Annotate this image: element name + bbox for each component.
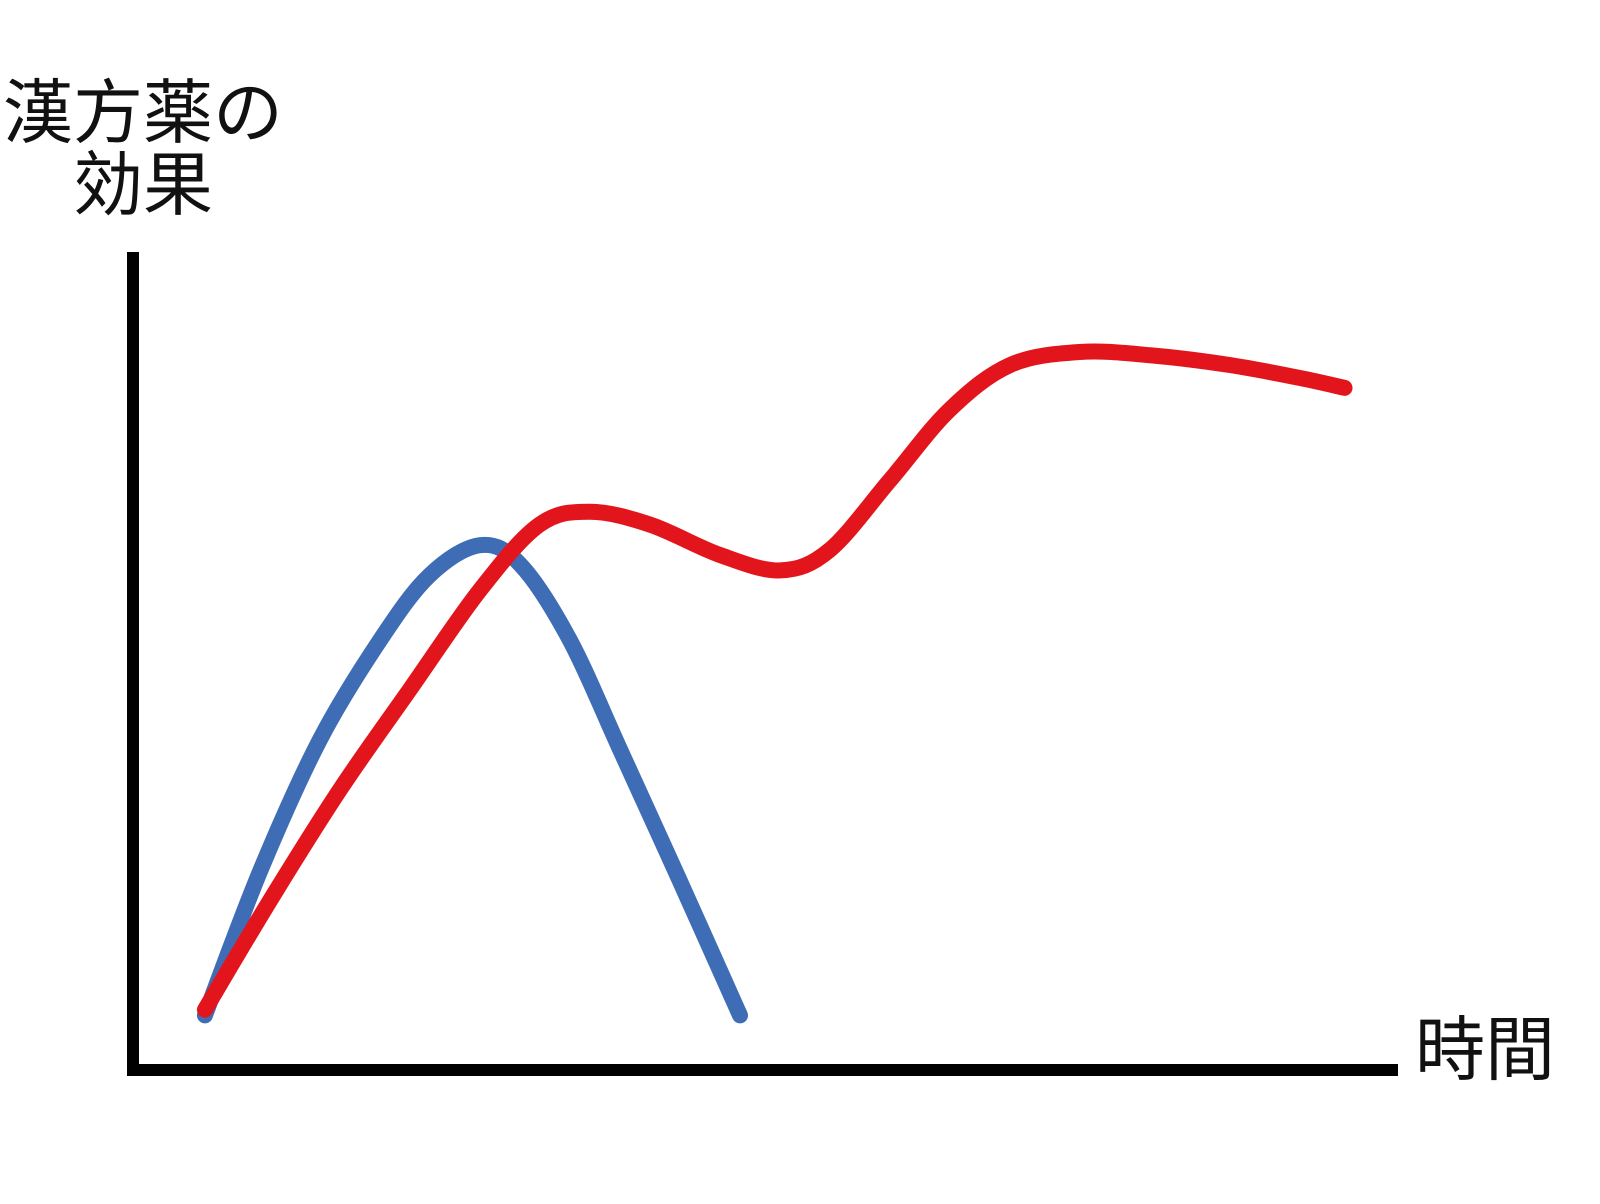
y-axis-label: 効果 [73, 144, 213, 226]
x-axis-label: 時間 [1415, 1009, 1555, 1091]
line-series [196, 343, 1353, 1018]
line-series [196, 536, 749, 1024]
y-axis-label: 漢方薬の [3, 72, 283, 154]
